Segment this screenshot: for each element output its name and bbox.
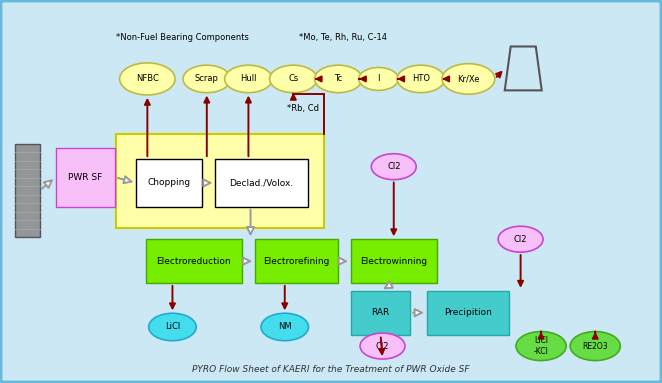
Text: Scrap: Scrap (195, 74, 218, 83)
Text: *Non-Fuel Bearing Components: *Non-Fuel Bearing Components (117, 33, 249, 42)
Text: Electrorefining: Electrorefining (263, 257, 330, 266)
Bar (146, 239, 242, 283)
Text: *Mo, Te, Rh, Ru, C-14: *Mo, Te, Rh, Ru, C-14 (299, 33, 387, 42)
Bar (117, 134, 324, 228)
Text: Cl2: Cl2 (514, 235, 528, 244)
Text: Kr/Xe: Kr/Xe (457, 74, 480, 83)
Text: Declad./Volox.: Declad./Volox. (230, 178, 294, 187)
Text: Electrowinning: Electrowinning (360, 257, 427, 266)
Text: NFBC: NFBC (136, 74, 159, 83)
Text: LiCl: LiCl (165, 322, 180, 331)
Bar (427, 291, 509, 335)
Circle shape (371, 154, 416, 180)
Bar (15, 144, 40, 237)
Circle shape (149, 313, 196, 341)
Text: LiCl
-KCl: LiCl -KCl (534, 336, 549, 356)
Text: HTO: HTO (412, 74, 430, 83)
Circle shape (359, 67, 399, 90)
Text: Hull: Hull (240, 74, 257, 83)
Circle shape (498, 226, 543, 252)
Bar (255, 239, 338, 283)
Text: Cs: Cs (288, 74, 299, 83)
Circle shape (442, 64, 495, 94)
Text: Cl2: Cl2 (387, 162, 401, 171)
Text: PYRO Flow Sheet of KAERI for the Treatment of PWR Oxide SF: PYRO Flow Sheet of KAERI for the Treatme… (192, 365, 470, 374)
Text: Chopping: Chopping (148, 178, 191, 187)
Text: I: I (377, 74, 380, 83)
Bar (351, 291, 410, 335)
Text: Precipition: Precipition (444, 308, 492, 317)
Text: Electroreduction: Electroreduction (157, 257, 231, 266)
Bar (215, 159, 308, 207)
Bar (56, 147, 115, 207)
Circle shape (397, 65, 445, 93)
Circle shape (570, 332, 620, 360)
Text: Tc: Tc (334, 74, 342, 83)
Circle shape (120, 63, 175, 95)
Text: *Rb, Cd: *Rb, Cd (287, 104, 318, 113)
Text: Cl2: Cl2 (376, 342, 389, 350)
Circle shape (360, 333, 405, 359)
Circle shape (261, 313, 308, 341)
Circle shape (314, 65, 362, 93)
Circle shape (516, 332, 566, 360)
Bar (136, 159, 202, 207)
Text: NM: NM (278, 322, 291, 331)
Text: RE2O3: RE2O3 (583, 342, 608, 350)
Text: PWR SF: PWR SF (68, 173, 103, 182)
Bar (351, 239, 437, 283)
Circle shape (269, 65, 317, 93)
Circle shape (183, 65, 230, 93)
Circle shape (224, 65, 272, 93)
Text: RAR: RAR (371, 308, 390, 317)
